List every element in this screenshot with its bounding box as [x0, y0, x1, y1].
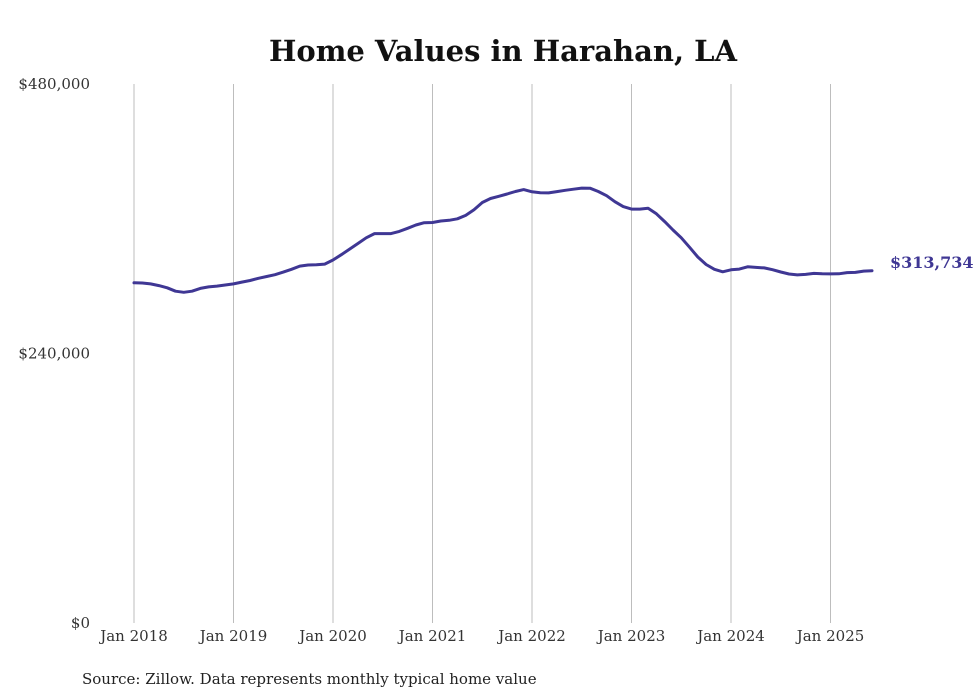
end-value-label: $313,734: [890, 253, 974, 272]
y-tick-label: $0: [71, 614, 90, 632]
source-note: Source: Zillow. Data represents monthly …: [82, 670, 537, 688]
x-tick-label: Jan 2019: [198, 627, 268, 645]
series-line: [132, 186, 874, 294]
x-tick-label: Jan 2021: [397, 627, 467, 645]
x-tick-label: Jan 2018: [98, 627, 168, 645]
gridlines: [133, 84, 831, 623]
x-axis-ticks: Jan 2018 Jan 2019 Jan 2020 Jan 2021 Jan 2022…: [98, 627, 864, 645]
x-tick-label: Jan 2022: [496, 627, 566, 645]
x-tick-label: Jan 2023: [596, 627, 666, 645]
chart-title: Home Values in Harahan, LA: [269, 34, 738, 68]
y-tick-label: $480,000: [18, 75, 90, 93]
y-tick-label: $240,000: [18, 345, 90, 363]
x-tick-label: Jan 2024: [695, 627, 765, 645]
x-tick-label: Jan 2020: [297, 627, 367, 645]
y-axis-ticks: $0 $240,000 $480,000: [18, 75, 90, 632]
x-tick-label: Jan 2025: [795, 627, 865, 645]
